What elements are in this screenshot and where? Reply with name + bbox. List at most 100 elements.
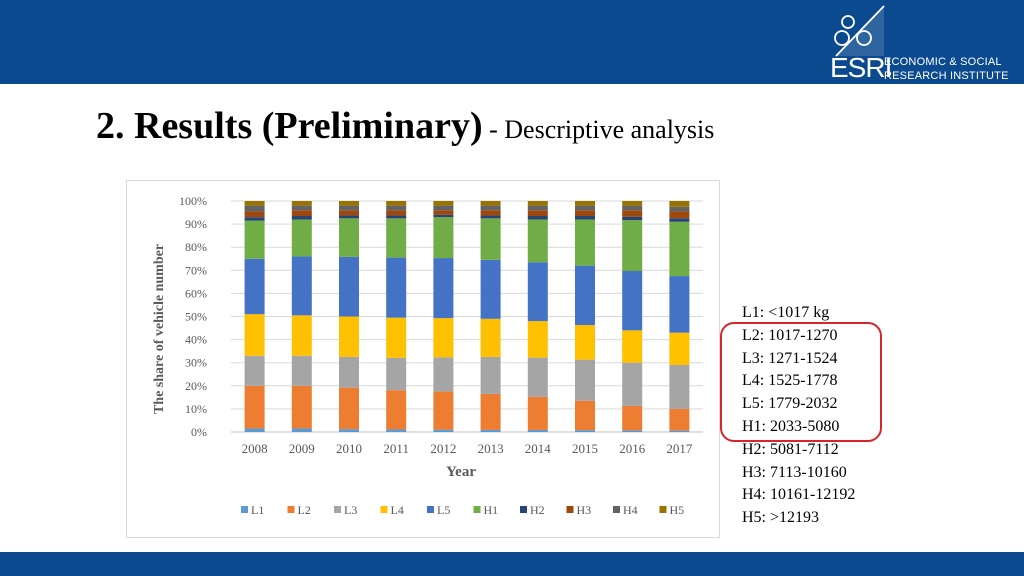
bar-segment-l3 bbox=[339, 356, 359, 388]
bar-segment-h5 bbox=[339, 201, 359, 206]
legend-swatch bbox=[659, 506, 667, 513]
x-tick-label: 2009 bbox=[289, 441, 315, 456]
legend-entry: L2 bbox=[298, 503, 311, 517]
legend-entry: H3 bbox=[577, 503, 592, 517]
logo-emblem-icon bbox=[834, 5, 885, 57]
bar-segment-l5 bbox=[244, 258, 265, 315]
bar-segment-l2 bbox=[669, 408, 690, 431]
slide-title-sub: - Descriptive analysis bbox=[482, 115, 715, 144]
bar-segment-l1 bbox=[244, 428, 265, 432]
esri-logo: ESRI ECONOMIC & SOCIAL RESEARCH INSTITUT… bbox=[822, 0, 1024, 84]
legend-swatch bbox=[427, 506, 434, 513]
bar-segment-h4 bbox=[339, 205, 359, 211]
bar-segment-h5 bbox=[622, 201, 643, 206]
bar-segment-h1 bbox=[575, 219, 595, 266]
bar-segment-l3 bbox=[527, 357, 548, 397]
bar-segment-l3 bbox=[244, 355, 265, 386]
bar-segment-l1 bbox=[480, 429, 501, 432]
highlight-outline bbox=[720, 322, 882, 442]
bar-segment-l1 bbox=[527, 429, 548, 432]
x-tick-label: 2008 bbox=[242, 441, 268, 456]
legend-entry: L5 bbox=[437, 503, 450, 517]
bar-segment-h3 bbox=[669, 211, 690, 219]
y-tick-label: 50% bbox=[185, 310, 207, 324]
bar-segment-h4 bbox=[386, 205, 407, 211]
bar-segment-l4 bbox=[527, 321, 548, 358]
bar-segment-l2 bbox=[527, 396, 548, 430]
bar-segment-h3 bbox=[480, 210, 501, 216]
bar-segment-h2 bbox=[669, 218, 690, 222]
bar-segment-l1 bbox=[386, 429, 407, 432]
x-tick-label: 2014 bbox=[525, 441, 552, 456]
bar-segment-l5 bbox=[339, 256, 359, 317]
legend-entry: L1 bbox=[251, 503, 264, 517]
bar-segment-l3 bbox=[433, 357, 454, 392]
legend-line: L2: 1017-1270 bbox=[742, 326, 838, 344]
bar-segment-h4 bbox=[244, 205, 265, 212]
bar-segment-l3 bbox=[669, 365, 690, 409]
bar-segment-l4 bbox=[386, 317, 407, 358]
bar-segment-l1 bbox=[622, 430, 643, 432]
bar-segment-l2 bbox=[433, 391, 454, 430]
bar-segment-l3 bbox=[622, 362, 643, 406]
bar-segment-h4 bbox=[433, 205, 454, 211]
bar-segment-l5 bbox=[527, 262, 548, 322]
bar-segment-l5 bbox=[433, 258, 454, 319]
bar-segment-l4 bbox=[575, 325, 595, 360]
y-axis-label: The share of vehicle number bbox=[152, 244, 167, 414]
legend-line: H1: 2033-5080 bbox=[742, 417, 840, 435]
bar-segment-h5 bbox=[291, 201, 312, 206]
bar-segment-l1 bbox=[575, 430, 595, 432]
logo-line-2: RESEARCH INSTITUTE bbox=[884, 70, 1009, 82]
bar-segment-h1 bbox=[339, 218, 359, 257]
bar-segment-h5 bbox=[386, 201, 407, 206]
bar-segment-h5 bbox=[527, 201, 548, 206]
bar-segment-l1 bbox=[669, 430, 690, 432]
legend-line: L4: 1525-1778 bbox=[742, 372, 838, 390]
bar-segment-h4 bbox=[527, 205, 548, 211]
bar-segment-l4 bbox=[244, 314, 265, 356]
bar-segment-l5 bbox=[575, 265, 595, 326]
bar-segment-h5 bbox=[433, 201, 454, 206]
y-tick-label: 70% bbox=[185, 263, 207, 277]
bar-segment-l4 bbox=[669, 332, 690, 366]
bar-segment-l1 bbox=[433, 429, 454, 432]
x-tick-label: 2013 bbox=[478, 441, 504, 456]
legend-entry: H4 bbox=[623, 503, 638, 517]
bar-segment-l1 bbox=[291, 428, 312, 432]
bar-segment-l5 bbox=[386, 257, 407, 318]
chart-frame: 0% 10% 20% 30% 40% 50% 60% 70% 80% 90% 100% 2008 20… bbox=[126, 180, 720, 538]
bar-segment-h2 bbox=[622, 216, 643, 221]
bar-segment-h2 bbox=[291, 216, 312, 220]
bar-segment-l2 bbox=[339, 387, 359, 430]
bar-segment-h1 bbox=[386, 218, 407, 258]
bar-segment-h4 bbox=[291, 205, 312, 211]
y-tick-label: 90% bbox=[185, 217, 207, 231]
legend-swatch bbox=[473, 506, 481, 513]
bar-segment-h4 bbox=[669, 206, 690, 212]
bar-segment-h2 bbox=[433, 214, 454, 218]
x-tick-label: 2010 bbox=[336, 441, 362, 456]
bar-segment-h3 bbox=[339, 210, 359, 216]
bar-segment-h3 bbox=[433, 210, 454, 215]
bar-segment-h3 bbox=[386, 210, 407, 216]
bar-segment-h1 bbox=[480, 218, 501, 260]
bar-segment-h2 bbox=[386, 215, 407, 219]
legend-line: H5: >12193 bbox=[742, 509, 820, 527]
bar-segment-h3 bbox=[291, 210, 312, 217]
bar-segment-l2 bbox=[291, 385, 312, 429]
x-tick-label: 2016 bbox=[619, 441, 646, 456]
bar-segment-h4 bbox=[480, 205, 501, 211]
bar-segment-h2 bbox=[339, 215, 359, 219]
bar-segment-h5 bbox=[669, 201, 690, 207]
footer-bar bbox=[0, 552, 1024, 576]
bar-segment-l2 bbox=[244, 385, 265, 429]
bar-segment-h5 bbox=[575, 201, 595, 206]
bar-segment-h1 bbox=[244, 220, 265, 259]
legend-line: L5: 1779-2032 bbox=[742, 395, 838, 413]
bar-segment-l5 bbox=[669, 276, 690, 333]
bar-segment-l5 bbox=[480, 259, 501, 319]
y-tick-label: 40% bbox=[185, 333, 207, 347]
legend-swatch bbox=[566, 506, 574, 513]
y-tick-label: 100% bbox=[179, 194, 207, 208]
